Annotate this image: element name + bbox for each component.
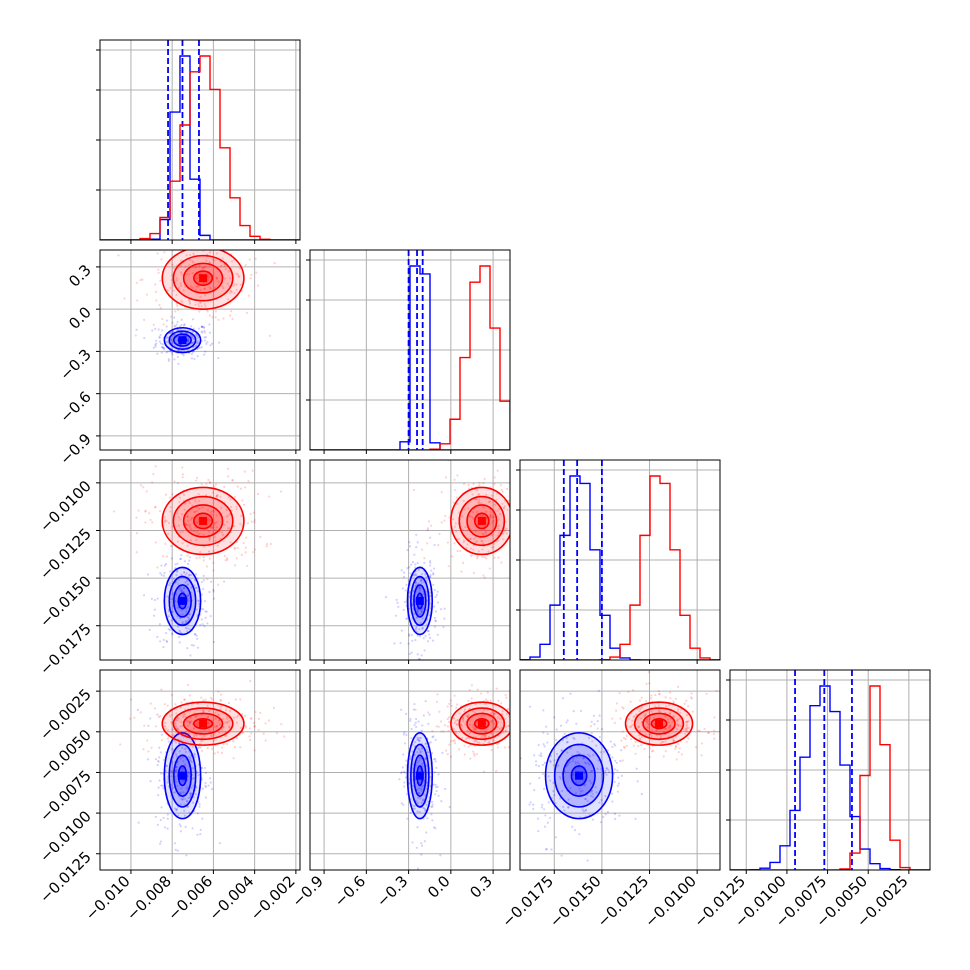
scatter-series-0 xyxy=(384,528,446,660)
density-peak xyxy=(178,771,187,780)
grid-lines xyxy=(310,460,510,660)
scatter-series-0 xyxy=(135,316,221,365)
x-tick-label: −0.9 xyxy=(288,872,326,910)
histogram-series-0 xyxy=(310,265,510,450)
scatter-series-0 xyxy=(136,708,221,857)
panel-3-3: −0.0125−0.0100−0.0075−0.0050−0.0025 xyxy=(690,669,931,931)
density-peak xyxy=(178,336,187,345)
y-tick-label: −0.0175 xyxy=(36,620,95,679)
panel-2-0: −0.0175−0.0150−0.0125−0.0100 xyxy=(36,459,301,679)
x-tick-label: 0.0 xyxy=(424,872,454,902)
density-peak xyxy=(199,719,208,728)
x-tick-label: −0.006 xyxy=(164,872,216,924)
x-tick-label: −0.0100 xyxy=(641,872,700,931)
density-peak xyxy=(199,516,208,525)
density-peak xyxy=(655,719,664,728)
y-tick-label: −0.9 xyxy=(56,430,94,468)
density-peak xyxy=(199,274,208,283)
histogram-series-1 xyxy=(520,475,720,660)
grid-lines xyxy=(730,670,930,870)
scatter-series-1 xyxy=(589,670,718,762)
panel-3-2: −0.0175−0.0150−0.0125−0.0100 xyxy=(498,669,721,931)
panel-1-0: −0.9 −0.6 −0.3 0.0 0.3 xyxy=(56,249,301,469)
y-tick-label: −0.0125 xyxy=(36,525,95,584)
histogram-series-1 xyxy=(730,685,930,870)
grid-lines xyxy=(100,460,300,660)
density-peak xyxy=(477,719,486,728)
density-peak xyxy=(575,771,584,780)
grid-lines xyxy=(520,670,720,870)
panel-1-1 xyxy=(306,249,511,454)
panel-3-1: −0.9 −0.6 −0.3 0.0 0.3 xyxy=(288,669,511,911)
scatter-series-0 xyxy=(398,700,451,870)
grid-lines xyxy=(520,460,720,660)
panel-0-0 xyxy=(96,39,301,244)
density-peak xyxy=(415,596,424,605)
grid-lines xyxy=(100,250,300,450)
x-tick-label: −0.0125 xyxy=(594,872,653,931)
panel-2-2 xyxy=(516,459,721,664)
x-tick-label: −0.010 xyxy=(82,872,134,924)
density-peak xyxy=(415,771,424,780)
density-peak xyxy=(178,596,187,605)
x-tick-label: −0.008 xyxy=(123,872,175,924)
y-tick-label: −0.0150 xyxy=(36,572,95,631)
scatter-series-1 xyxy=(119,679,286,772)
y-tick-label: −0.3 xyxy=(56,346,94,384)
grid-lines xyxy=(310,670,510,870)
x-tick-label: −0.6 xyxy=(331,872,369,910)
x-tick-label: 0.3 xyxy=(466,872,496,902)
histogram-series-0 xyxy=(100,55,300,240)
scatter-series-1 xyxy=(112,465,283,599)
histogram-series-1 xyxy=(310,265,510,450)
y-tick-label: −0.0100 xyxy=(36,477,95,536)
y-tick-label: 0.0 xyxy=(65,303,95,333)
scatter-series-1 xyxy=(117,250,276,356)
scatter-series-1 xyxy=(412,460,510,579)
x-tick-label: −0.3 xyxy=(373,872,411,910)
panel-3-0: −0.010−0.008−0.006−0.004−0.002−0.0125−0.… xyxy=(36,669,301,924)
density-peak xyxy=(477,516,486,525)
scatter-series-1 xyxy=(414,684,510,773)
scatter-series-0 xyxy=(142,542,226,657)
x-tick-label: −0.0175 xyxy=(498,872,557,931)
x-tick-label: −0.0150 xyxy=(546,872,605,931)
y-tick-label: 0.3 xyxy=(65,261,95,291)
histogram-series-0 xyxy=(520,475,720,660)
x-tick-label: −0.004 xyxy=(205,872,257,924)
scatter-series-0 xyxy=(520,689,643,862)
y-tick-label: −0.6 xyxy=(56,388,94,426)
panel-2-1 xyxy=(309,459,511,664)
